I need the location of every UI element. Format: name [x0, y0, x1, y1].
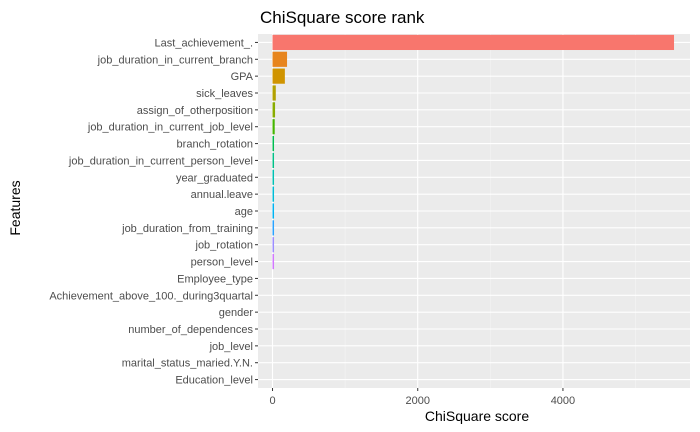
bar: [272, 34, 675, 51]
x-axis-title: ChiSquare score: [425, 408, 529, 424]
y-tick-label: Achievement_above_100._during3quartal: [49, 290, 253, 302]
y-tick-label: job_level: [209, 341, 253, 353]
bar: [272, 152, 275, 169]
y-category-labels: Last_achievement_. job_duration_in_curren…: [49, 37, 258, 387]
bar: [272, 253, 275, 270]
y-tick-label: number_of_dependences: [128, 324, 253, 336]
y-tick-label: GPA: [231, 71, 254, 83]
x-tick-label: 0: [269, 395, 275, 407]
y-tick-label: job_duration_in_current_job_level: [87, 122, 253, 134]
y-tick-label: year_graduated: [176, 172, 253, 184]
bar: [272, 169, 275, 185]
y-tick-label: Education_level: [175, 375, 253, 387]
bar: [272, 203, 275, 219]
chart-title: ChiSquare score rank: [260, 8, 425, 27]
y-tick-label: job_duration_in_current_person_level: [68, 155, 253, 167]
y-tick-label: Last_achievement_.: [155, 37, 253, 49]
bar: [272, 85, 276, 101]
y-tick-label: annual.leave: [191, 189, 253, 201]
x-tick-label: 2000: [405, 395, 429, 407]
bar: [272, 220, 275, 236]
grid-lines: [258, 34, 690, 388]
bar: [272, 102, 276, 118]
x-tick-label: 4000: [551, 395, 575, 407]
y-tick-label: age: [235, 206, 253, 218]
y-tick-label: sick_leaves: [196, 88, 253, 100]
y-tick-label: person_level: [191, 257, 253, 269]
bar: [272, 135, 275, 152]
bar: [272, 68, 285, 84]
y-tick-label: job_duration_from_training: [121, 223, 253, 235]
bar: [272, 119, 275, 135]
bars: [272, 34, 675, 270]
bar: [272, 51, 288, 67]
y-tick-label: branch_rotation: [177, 139, 253, 151]
y-tick-label: assign_of_otherposition: [137, 105, 253, 117]
y-axis-title: Features: [7, 180, 23, 235]
x-ticks: 0 2000 4000: [269, 388, 575, 407]
y-tick-label: job_rotation: [195, 240, 254, 252]
bar: [272, 186, 275, 202]
y-tick-label: marital_status_maried.Y.N.: [122, 358, 253, 370]
y-tick-label: Employee_type: [177, 273, 253, 285]
y-tick-label: job_duration_in_current_branch: [97, 54, 253, 66]
y-tick-label: gender: [219, 307, 254, 319]
bar: [272, 237, 275, 253]
